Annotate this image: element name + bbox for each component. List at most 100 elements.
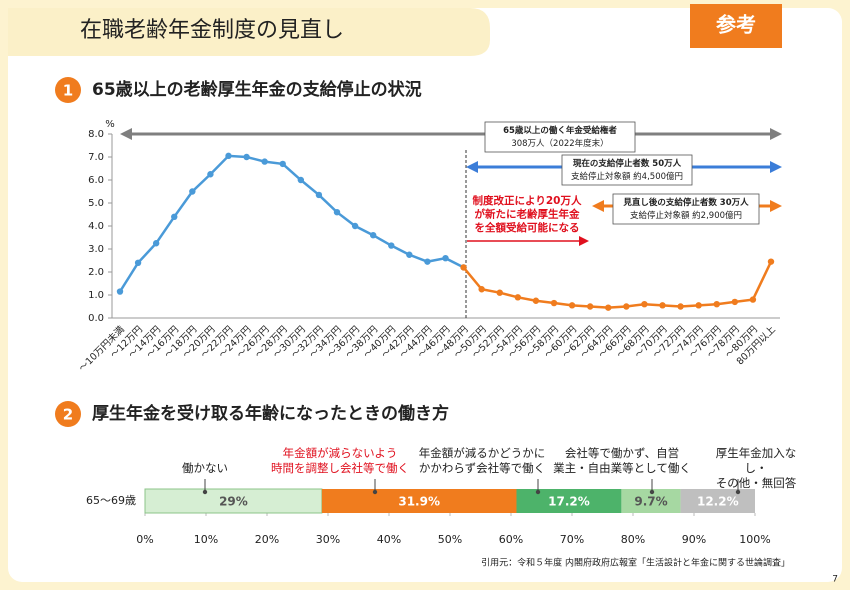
data-label: 17.2%	[548, 495, 590, 509]
point	[586, 303, 594, 310]
y-axis-unit: %	[105, 119, 115, 130]
point	[623, 303, 630, 310]
point	[731, 298, 739, 306]
x-tick-label: 100%	[739, 533, 770, 546]
change-arrow-head	[579, 236, 589, 246]
y-tick-label: 6.0	[88, 175, 104, 186]
point	[369, 232, 377, 239]
y-tick-label: 5.0	[88, 198, 104, 209]
point	[550, 299, 558, 307]
bar-segment	[516, 489, 622, 513]
annotation-text: 見直し後の支給停止者数 30万人	[622, 197, 749, 208]
point	[297, 176, 305, 184]
legend-leader-dot	[735, 489, 741, 495]
point	[605, 304, 612, 311]
point	[207, 171, 214, 178]
y-tick-label: 2.0	[88, 267, 104, 278]
legend-leader-dot	[372, 489, 378, 495]
legend-label: 厚生年金加入なし・ その他・無回答	[715, 446, 797, 490]
point	[351, 222, 359, 230]
legend-label: 働かない	[182, 461, 228, 475]
annotation-text: 制度改正により20万人	[473, 194, 582, 207]
data-label: 29%	[219, 495, 248, 509]
legend-label: 会社等で働かず、自営 業主・自由業等として働く	[553, 446, 691, 475]
point	[279, 160, 286, 168]
point	[116, 288, 124, 295]
section-number: 2	[63, 406, 73, 424]
section-title: 65歳以上の老齢厚生年金の支給停止の状況	[92, 79, 422, 100]
point	[315, 191, 323, 199]
page-number: 7	[832, 575, 838, 585]
annotation-text: 支給停止対象額 約2,900億円	[630, 210, 742, 221]
title-tab	[8, 8, 490, 56]
point	[261, 158, 268, 165]
point	[442, 255, 449, 262]
y-tick-label: 1.0	[88, 290, 104, 301]
legend-label: 年金額が減らないよう 時間を調整し会社等で働く	[271, 446, 409, 475]
annotation-text: 308万人（2022年度末）	[511, 138, 608, 149]
point	[749, 296, 757, 303]
point	[496, 289, 503, 296]
point	[568, 302, 576, 309]
annotation-box	[484, 121, 636, 153]
point	[406, 251, 413, 258]
x-tick-label: 70%	[560, 533, 584, 546]
x-tick-label: 90%	[682, 533, 706, 546]
point	[243, 153, 250, 161]
section-title: 厚生年金を受け取る年齢になったときの働き方	[92, 403, 449, 424]
point	[171, 213, 178, 220]
x-tick-label: 20%	[255, 533, 279, 546]
line	[118, 154, 465, 293]
point	[514, 294, 522, 301]
source-note: 引用元：令和５年度 内閣府政府広報室「生活設計と年金に関する世論調査」	[481, 557, 790, 569]
annotation-text: 支給停止対象額 約4,500億円	[571, 171, 683, 182]
point	[677, 303, 684, 310]
legend-leader-dot	[202, 489, 208, 495]
x-tick-label: 60%	[499, 533, 523, 546]
point	[478, 286, 485, 293]
page-title: 在職老齢年金制度の見直し	[80, 18, 344, 43]
legend-leader-dot	[649, 489, 655, 495]
annotation-text: を全額受給可能になる	[475, 221, 580, 234]
annotation-box	[561, 154, 693, 186]
x-tick-label: 80%	[621, 533, 645, 546]
section-number-icon	[55, 77, 81, 103]
bar-segment	[321, 489, 517, 513]
annotation-text: 現在の支給停止者数 50万人	[573, 158, 682, 169]
y-tick-label: 65～69歳	[86, 494, 136, 507]
point	[713, 301, 720, 308]
annotation-box	[612, 193, 760, 225]
point	[333, 209, 341, 216]
point	[695, 302, 702, 309]
point	[152, 240, 160, 247]
point	[189, 188, 196, 195]
point	[225, 152, 232, 160]
y-tick-label: 3.0	[88, 244, 104, 255]
annotation-text: が新たに老齢厚生年金	[475, 208, 580, 221]
annotation-text: 65歳以上の働く年金受給権者	[503, 125, 617, 136]
x-tick-label: 50%	[438, 533, 462, 546]
legend-label: 年金額が減るかどうかに かかわらず会社等で働く	[418, 446, 546, 475]
data-label: 31.9%	[398, 495, 440, 509]
point	[424, 258, 431, 265]
data-label: 12.2%	[697, 495, 739, 509]
point	[767, 258, 775, 265]
bar-segment	[680, 489, 755, 513]
data-label: 9.7%	[634, 495, 667, 509]
point	[641, 301, 648, 308]
y-tick-label: 4.0	[88, 221, 104, 232]
y-tick-label: 7.0	[88, 152, 104, 163]
x-tick-label: 0%	[136, 533, 153, 546]
badge-text: 参考	[716, 13, 756, 37]
point	[460, 264, 467, 271]
section-number-icon	[55, 401, 81, 427]
x-tick-label: 40%	[377, 533, 401, 546]
legend-leader-dot	[535, 489, 541, 495]
badge	[690, 4, 782, 48]
point	[532, 297, 540, 304]
x-tick-label: 10%	[194, 533, 218, 546]
section-number: 1	[63, 82, 73, 100]
